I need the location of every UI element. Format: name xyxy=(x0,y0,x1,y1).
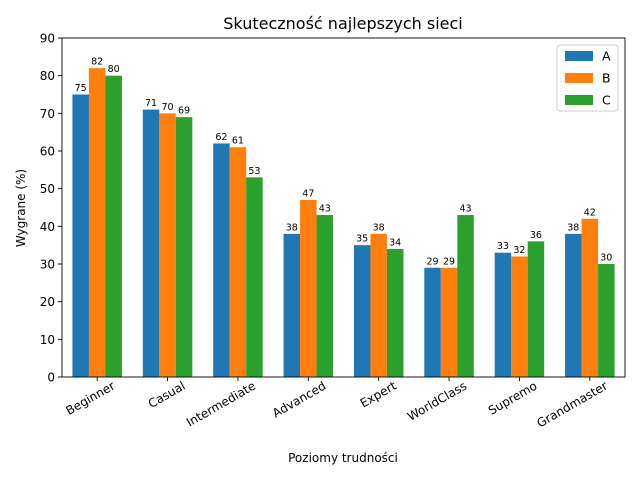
y-tick-label: 0 xyxy=(47,371,55,385)
legend-swatch-B xyxy=(565,73,593,83)
bar-value-label: 38 xyxy=(286,222,298,233)
bar-value-label: 29 xyxy=(443,256,455,267)
y-tick-label: 10 xyxy=(40,333,55,347)
y-tick-label: 30 xyxy=(40,258,55,272)
bar-A-Advanced xyxy=(283,233,301,377)
bar-C-Intermediate xyxy=(246,177,263,377)
bar-A-Grandmaster xyxy=(565,233,582,377)
y-axis-label: Wygrane (%) xyxy=(14,169,28,247)
bar-value-label: 38 xyxy=(373,222,385,233)
bar-value-label: 33 xyxy=(497,241,509,252)
bar-C-Supremo xyxy=(527,241,545,377)
bar-value-label: 62 xyxy=(215,132,227,143)
axes-frame xyxy=(61,37,626,378)
chart-title: Skuteczność najlepszych sieci xyxy=(223,14,462,33)
bar-value-label: 29 xyxy=(427,256,439,267)
bar-C-Casual xyxy=(175,117,193,377)
bar-value-label: 42 xyxy=(584,207,596,218)
bar-C-Beginner xyxy=(105,75,122,378)
bar-A-Casual xyxy=(142,109,160,378)
bar-B-Casual xyxy=(159,113,176,377)
bar-B-Intermediate xyxy=(229,147,247,377)
legend-label-C: C xyxy=(602,93,611,108)
bar-B-Supremo xyxy=(511,256,528,377)
bar-value-label: 70 xyxy=(162,102,174,113)
y-tick-label: 50 xyxy=(40,182,55,196)
y-tick-label: 90 xyxy=(40,32,55,46)
bar-B-Advanced xyxy=(300,199,317,377)
legend-swatch-A xyxy=(565,51,593,61)
bar-A-Intermediate xyxy=(213,143,230,377)
y-tick-label: 70 xyxy=(40,107,55,121)
legend-swatch-C xyxy=(565,95,593,105)
bar-B-Expert xyxy=(370,233,387,377)
y-tick-label: 80 xyxy=(40,69,55,83)
bar-value-label: 34 xyxy=(389,237,401,248)
bar-value-label: 47 xyxy=(302,188,314,199)
y-tick-label: 20 xyxy=(40,295,55,309)
y-tick-label: 60 xyxy=(40,145,55,159)
bar-B-Beginner xyxy=(88,68,106,377)
x-axis-label: Poziomy trudności xyxy=(288,451,398,465)
bar-C-Advanced xyxy=(316,215,334,377)
bar-value-label: 75 xyxy=(75,83,87,94)
bar-B-WorldClass xyxy=(440,267,458,377)
legend-label-A: A xyxy=(602,49,611,64)
bar-A-Expert xyxy=(353,245,371,377)
bar-value-label: 43 xyxy=(460,204,472,215)
y-tick-label: 40 xyxy=(40,220,55,234)
bar-value-label: 69 xyxy=(178,106,190,117)
bar-A-WorldClass xyxy=(424,267,441,377)
bar-value-label: 43 xyxy=(319,204,331,215)
bar-value-label: 36 xyxy=(530,230,542,241)
bar-C-WorldClass xyxy=(457,215,474,377)
bar-value-label: 61 xyxy=(232,136,244,147)
bar-value-label: 38 xyxy=(567,222,579,233)
bar-B-Grandmaster xyxy=(581,218,599,377)
legend: ABC xyxy=(556,44,619,112)
bar-A-Supremo xyxy=(494,252,512,377)
bar-value-label: 30 xyxy=(600,253,612,264)
bar-C-Grandmaster xyxy=(598,264,615,377)
bar-value-label: 80 xyxy=(108,64,120,75)
bar-value-label: 71 xyxy=(145,98,157,109)
bar-C-Expert xyxy=(386,248,404,377)
bar-value-label: 35 xyxy=(356,234,368,245)
bar-value-label: 53 xyxy=(248,166,260,177)
bar-A-Beginner xyxy=(72,94,89,377)
bar-value-label: 32 xyxy=(513,245,525,256)
bar-value-label: 82 xyxy=(91,57,103,68)
legend-label-B: B xyxy=(602,71,611,86)
